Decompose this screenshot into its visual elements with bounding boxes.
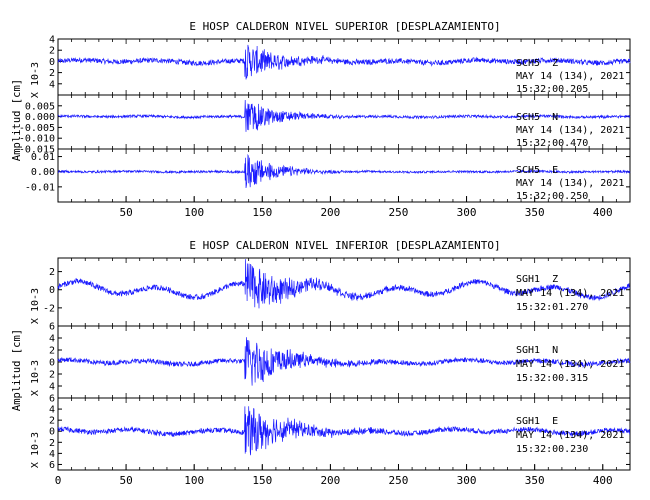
time-label: 15:32:00.315 [516,373,588,384]
x-tick-label: 250 [389,206,409,219]
y-tick-label: -0.015 [19,145,55,156]
time-label: 15:32:00.205 [516,84,588,95]
y-tick-label: 6 [49,460,55,471]
seismogram-trace [57,337,631,386]
y-tick-label: 2 [49,438,55,449]
y-tick-label: 6 [49,322,55,333]
date-label: MAY 14 (134), 2021 [516,125,624,136]
y-tick-label: -0.010 [19,134,55,145]
x-tick-label: 0 [55,474,62,487]
x-tick-label: 300 [457,206,477,219]
y-tick-label: 4 [49,35,55,46]
station-label: SGH1 N [516,345,558,356]
x-tick-label: 100 [184,474,204,487]
y-tick-label: 2 [49,346,55,357]
seismogram-trace [57,259,631,309]
y-tick-label: 2 [49,370,55,381]
y-tick-label: 4 [49,79,55,90]
x-tick-label: 50 [119,206,132,219]
y-tick-label: 0 [49,57,55,68]
y-tick-label: -0.01 [25,182,55,193]
exponent-label: X 10-3 [30,62,41,98]
x-tick-label: 250 [389,474,409,487]
seismogram-trace [57,406,631,456]
y-tick-label: 0 [49,285,55,296]
x-tick-label: 50 [119,474,132,487]
date-label: MAY 14 (134), 2021 [516,288,624,299]
x-tick-label: 200 [320,206,340,219]
y-tick-label: 2 [49,267,55,278]
y-tick-label: 0.000 [25,112,55,123]
y-tick-label: 4 [49,405,55,416]
seismogram-trace [57,153,631,189]
x-tick-label: 200 [320,474,340,487]
exponent-label: X 10-3 [30,360,41,396]
x-tick-label: 350 [525,474,545,487]
chart-lower: E HOSP CALDERON NIVEL INFERIOR [DESPLAZA… [11,239,631,487]
x-tick-label: 150 [252,206,272,219]
y-axis-label: Amplitud [cm] [11,79,23,161]
y-tick-label: 0 [49,427,55,438]
x-tick-label: 400 [593,206,613,219]
exponent-label: X 10-3 [30,432,41,468]
x-tick-label: 100 [184,206,204,219]
time-label: 15:32:00.250 [516,191,588,202]
y-tick-label: 6 [49,394,55,405]
date-label: MAY 14 (134), 2021 [516,430,624,441]
chart-upper: E HOSP CALDERON NIVEL SUPERIOR [DESPLAZA… [11,20,631,219]
x-tick-label: 300 [457,474,477,487]
chart-title: E HOSP CALDERON NIVEL SUPERIOR [DESPLAZA… [189,20,500,33]
x-axis: 50 100 150 200 250 300 350 400 [119,196,613,219]
date-label: MAY 14 (134), 2021 [516,178,624,189]
station-label: SCH5 Z [516,58,558,69]
station-label: SCH5 N [516,112,558,123]
time-label: 15:32:00.470 [516,138,588,149]
y-tick-label: 0.00 [31,167,55,178]
y-tick-label: 2 [49,68,55,79]
time-label: 15:32:00.230 [516,444,588,455]
station-label: SGH1 E [516,416,558,427]
chart-title: E HOSP CALDERON NIVEL INFERIOR [DESPLAZA… [189,239,500,252]
y-tick-label: 4 [49,382,55,393]
seismogram-trace [57,44,631,80]
time-label: 15:32:01.270 [516,302,588,313]
exponent-label: X 10-3 [30,288,41,324]
station-label: SGH1 Z [516,274,558,285]
station-label: SCH5 E [516,165,558,176]
x-tick-label: 400 [593,474,613,487]
x-axis: 0 50 100 150 200 250 300 350 400 [55,464,613,487]
y-tick-label: 4 [49,334,55,345]
y-tick-label: 0.01 [31,152,55,163]
panel: 2 0 -2 X 10-3 SGH1 Z MAY 14 (134), 2021 15… [30,257,631,327]
y-tick-label: -2 [43,303,55,314]
y-tick-label: 2 [49,46,55,57]
y-tick-label: 0.005 [25,101,55,112]
y-tick-label: 0 [49,358,55,369]
y-tick-label: -0.005 [19,123,55,134]
x-tick-label: 150 [252,474,272,487]
panel: 0.010.00-0.01 SCH5 E MAY 14 (134), 2021 … [25,148,631,203]
seismogram-trace [57,99,631,132]
date-label: MAY 14 (134), 2021 [516,71,624,82]
y-axis-label: Amplitud [cm] [11,329,23,411]
y-tick-label: 2 [49,416,55,427]
x-tick-label: 350 [525,206,545,219]
y-tick-label: 4 [49,449,55,460]
date-label: MAY 14 (134), 2021 [516,359,624,370]
